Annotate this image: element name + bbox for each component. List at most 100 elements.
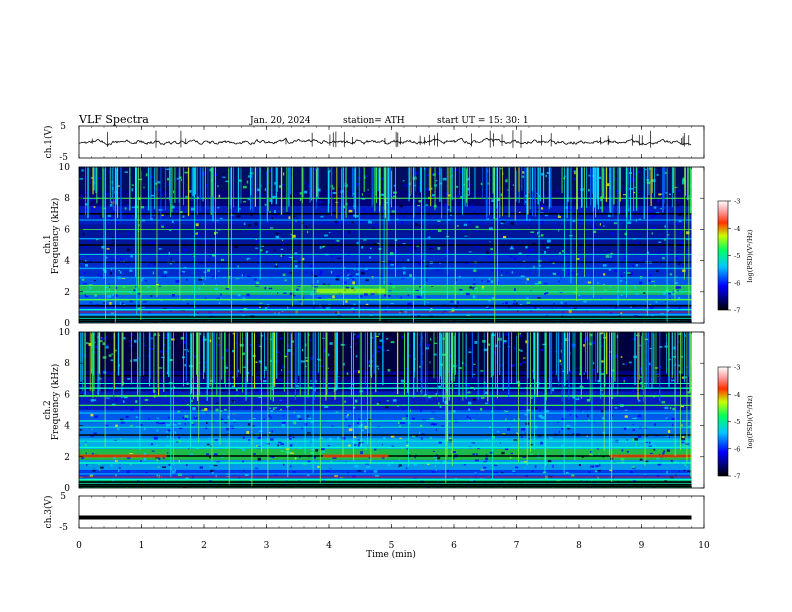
spectrogram-speckle	[578, 463, 581, 467]
spectrogram-speckle	[384, 309, 387, 313]
ch1-colorbar-gradient	[717, 200, 729, 311]
spectrogram-speckle	[346, 188, 349, 191]
spectrogram-speckle	[173, 227, 177, 231]
y-tick-label: 4	[64, 422, 70, 432]
spectrogram-speckle	[376, 365, 379, 368]
spectrogram-speckle	[572, 395, 575, 399]
colorbar-tick-label: -7	[734, 307, 740, 315]
spectrogram-speckle	[215, 475, 218, 478]
spectrogram-speckle	[371, 215, 375, 218]
spectrogram-speckle	[293, 258, 295, 261]
spectrogram-speckle	[296, 288, 299, 291]
spectrogram-speckle	[127, 193, 129, 196]
spectrogram-speckle	[156, 458, 160, 462]
spectrogram-speckle	[165, 350, 167, 353]
x-tick-label: 7	[514, 541, 520, 551]
spectrogram-speckle	[93, 377, 98, 379]
spectrogram-speckle	[503, 409, 505, 412]
spectrogram-speckle	[601, 360, 604, 363]
spectrogram-speckle	[484, 439, 489, 441]
spectrogram-speckle	[680, 405, 684, 408]
spectrogram-speckle	[644, 259, 647, 262]
colorbar-tick-label: -6	[734, 279, 740, 287]
spectrogram-speckle	[161, 215, 164, 219]
spectrogram-speckle	[260, 335, 264, 337]
spectrogram-speckle	[648, 362, 651, 366]
spectrogram-speckle	[290, 233, 292, 236]
spectrogram-speckle	[345, 403, 348, 405]
spectrogram-speckle	[301, 348, 304, 352]
x-tick-label: 6	[451, 541, 457, 551]
spectrogram-speckle	[108, 283, 110, 285]
spectrogram-speckle	[664, 406, 669, 410]
spectrogram-speckle	[669, 273, 673, 276]
spectrogram-speckle	[631, 340, 635, 342]
spectrogram-speckle	[540, 220, 544, 223]
spectrogram-speckle	[129, 299, 134, 303]
spectrogram-speckle	[126, 470, 130, 474]
spectrogram-speckle	[415, 289, 419, 292]
spectrogram-speckle	[115, 286, 118, 290]
spectrogram-speckle	[176, 242, 179, 244]
spectrogram-speckle	[362, 221, 365, 223]
spectrogram-speckle	[132, 206, 136, 208]
spectrogram-speckle	[367, 418, 372, 422]
spectrogram-speckle	[216, 402, 219, 404]
spectrogram-speckle	[327, 445, 330, 447]
spectrogram-speckle	[561, 314, 563, 317]
spectrogram-speckle	[526, 409, 531, 412]
spectrogram-speckle	[491, 249, 493, 253]
spectrogram-speckle	[213, 464, 218, 467]
spectrogram-speckle	[499, 210, 502, 213]
spectrogram-speckle	[326, 307, 331, 310]
spectrogram-speckle	[556, 187, 559, 189]
spectrogram-speckle	[363, 239, 367, 241]
spectrogram-speckle	[335, 221, 340, 225]
spectrogram-speckle	[287, 306, 289, 309]
spectrogram-speckle	[80, 194, 83, 197]
spectrogram-speckle	[569, 201, 572, 204]
spectrogram-speckle	[400, 221, 404, 224]
spectrogram-speckle	[562, 370, 565, 373]
spectrogram-speckle	[195, 447, 200, 450]
ch3-ytick-bottom: -5	[59, 523, 68, 533]
spectrogram-speckle	[119, 191, 122, 195]
spectrogram-speckle	[267, 414, 271, 418]
spectrogram-speckle	[499, 187, 503, 189]
spectrogram-speckle	[517, 383, 521, 387]
spectrogram-speckle	[351, 287, 354, 290]
spectrogram-speckle	[541, 416, 545, 420]
spectrogram-speckle	[104, 405, 108, 408]
spectrogram-speckle	[265, 251, 268, 254]
spectrogram-speckle	[408, 344, 411, 347]
spectrogram-speckle	[380, 177, 384, 180]
spectrogram-speckle	[91, 211, 93, 214]
spectrogram-speckle	[274, 311, 276, 314]
spectrogram-speckle	[400, 296, 403, 299]
spectrogram-speckle	[356, 241, 359, 245]
spectrogram-speckle	[177, 227, 180, 229]
spectrogram-speckle	[435, 393, 437, 396]
spectrogram-speckle	[270, 455, 275, 459]
spectrogram-speckle	[661, 400, 666, 404]
spectrogram-speckle	[180, 178, 183, 182]
spectrogram-speckle	[510, 222, 515, 225]
spectrogram-speckle	[408, 422, 411, 425]
spectrogram-speckle	[635, 293, 639, 295]
spectrogram-speckle	[437, 172, 441, 175]
spectrogram-speckle	[516, 230, 519, 233]
spectrogram-speckle	[649, 304, 652, 306]
spectrogram-speckle	[468, 401, 472, 405]
spectrogram-speckle	[266, 250, 269, 253]
spectrogram-speckle	[490, 269, 495, 272]
spectrogram-speckle	[172, 386, 176, 388]
spectrogram-speckle	[537, 435, 542, 437]
spectrogram-speckle	[110, 258, 114, 260]
spectrogram-speckle	[330, 460, 333, 463]
spectrogram-speckle	[534, 282, 539, 285]
spectrogram-speckle	[473, 389, 476, 391]
spectrogram-speckle	[89, 187, 92, 189]
spectrogram-speckle	[348, 274, 353, 278]
spectrogram-speckle	[609, 372, 612, 375]
spectrogram-speckle	[83, 272, 86, 274]
